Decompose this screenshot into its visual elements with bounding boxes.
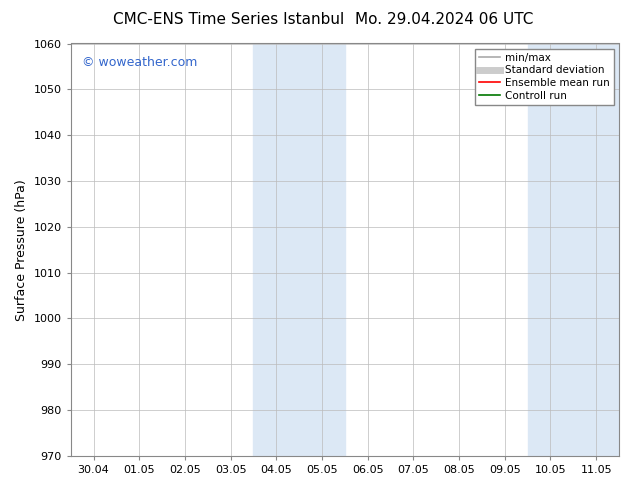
Y-axis label: Surface Pressure (hPa): Surface Pressure (hPa) [15,179,28,320]
Bar [254,44,345,456]
Legend: min/max, Standard deviation, Ensemble mean run, Controll run: min/max, Standard deviation, Ensemble me… [475,49,614,105]
Text: © woweather.com: © woweather.com [82,56,197,69]
Text: Mo. 29.04.2024 06 UTC: Mo. 29.04.2024 06 UTC [354,12,533,27]
Bar [527,44,619,456]
Text: CMC-ENS Time Series Istanbul: CMC-ENS Time Series Istanbul [113,12,344,27]
